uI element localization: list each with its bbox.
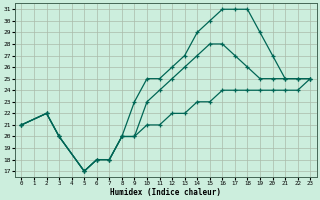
X-axis label: Humidex (Indice chaleur): Humidex (Indice chaleur) (110, 188, 221, 197)
